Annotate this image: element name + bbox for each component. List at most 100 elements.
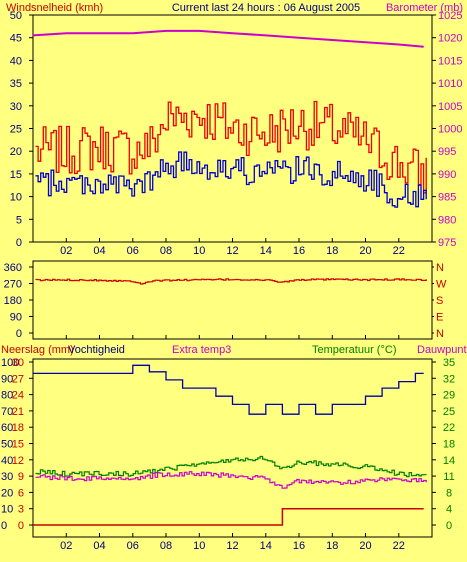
temp-y-tick-label: 4 (446, 504, 452, 516)
barometer-axis-label: Barometer (mb) (386, 2, 463, 14)
chart-title: Current last 24 hours : 06 August 2005 (172, 2, 360, 14)
baro-y-tick-label: 990 (438, 169, 456, 181)
temp-y-tick-label: 0 (446, 520, 452, 532)
humidity-y-tick-label: 100 (1, 357, 19, 369)
rain-y-tick-label: 3 (18, 504, 24, 516)
hum-x-tick-label: 12 (226, 540, 238, 552)
humidity-y-tick-label: 10 (1, 504, 13, 516)
dir-y-tick-label: 270 (4, 279, 22, 291)
wind-y-tick-label: 45 (10, 33, 22, 45)
wind-y-tick-label: 5 (16, 214, 22, 226)
wind-x-tick-label: 04 (93, 245, 105, 257)
temp-y-tick-label: 29 (443, 390, 455, 402)
wind-y-tick-label: 40 (10, 55, 22, 67)
temp-y-tick-label: 18 (443, 439, 455, 451)
wind-y-tick-label: 20 (10, 146, 22, 158)
humidity-y-tick-label: 80 (1, 390, 13, 402)
temp-y-tick-label: 25 (443, 406, 455, 418)
temp-y-tick-label: 32 (443, 373, 455, 385)
humidity-y-tick-label: 60 (1, 422, 13, 434)
extra-temp-label: Extra temp3 (172, 344, 231, 356)
wind-x-tick-label: 16 (293, 245, 305, 257)
rain-line (33, 507, 424, 526)
baro-y-tick-label: 1025 (438, 10, 462, 22)
baro-y-tick-label: 980 (438, 214, 456, 226)
wind-x-tick-label: 06 (127, 245, 139, 257)
hum-x-tick-label: 04 (93, 540, 105, 552)
baro-y-tick-label: 985 (438, 192, 456, 204)
wind-x-tick-label: 20 (359, 245, 371, 257)
wind-y-tick-label: 10 (10, 192, 22, 204)
wind-y-tick-label: 0 (16, 237, 22, 249)
rain-y-tick-label: 6 (18, 487, 24, 499)
baro-y-tick-label: 1000 (438, 124, 462, 136)
rain-y-tick-label: 27 (12, 373, 24, 385)
rain-y-tick-label: 30 (12, 357, 24, 369)
wind-y-tick-label: 30 (10, 101, 22, 113)
temperature-axis-label: Temperatuur (°C) (312, 344, 396, 356)
dir-compass-tick-label: N (436, 328, 444, 340)
humidity-y-tick-label: 0 (1, 520, 7, 532)
rain-y-tick-label: 0 (18, 520, 24, 532)
dir-y-tick-label: 180 (4, 295, 22, 307)
wind-axis-label: Windsnelheid (kmh) (6, 2, 103, 14)
rain-y-tick-label: 12 (12, 455, 24, 467)
dir-y-tick-label: 90 (10, 312, 22, 324)
wind-y-tick-label: 25 (10, 124, 22, 136)
barometer-line (32, 29, 424, 48)
rain-y-tick-label: 18 (12, 422, 24, 434)
baro-y-tick-label: 1020 (438, 33, 462, 45)
humidity-line (33, 364, 424, 415)
rain-y-tick-label: 24 (12, 390, 24, 402)
humidity-y-tick-label: 40 (1, 455, 13, 467)
rain-y-tick-label: 9 (18, 471, 24, 483)
temp-y-tick-label: 8 (446, 487, 452, 499)
wind-x-tick-label: 08 (160, 245, 172, 257)
dir-y-tick-label: 360 (4, 262, 22, 274)
dewpoint-line (35, 471, 427, 489)
wind-direction-line (35, 278, 427, 285)
hum-x-tick-label: 06 (127, 540, 139, 552)
hum-x-tick-label: 10 (193, 540, 205, 552)
baro-y-tick-label: 1015 (438, 55, 462, 67)
humidity-axis-label: Vochtigheid (68, 344, 125, 356)
baro-y-tick-label: 995 (438, 146, 456, 158)
dir-compass-tick-label: E (436, 312, 443, 324)
wind-x-tick-label: 10 (193, 245, 205, 257)
rain-y-tick-label: 15 (12, 439, 24, 451)
hum-x-tick-label: 20 (359, 540, 371, 552)
wind-x-tick-label: 18 (326, 245, 338, 257)
dir-compass-tick-label: S (436, 295, 443, 307)
wind-x-tick-label: 14 (260, 245, 272, 257)
baro-y-tick-label: 975 (438, 237, 456, 249)
dir-compass-tick-label: N (436, 262, 444, 274)
baro-y-tick-label: 1010 (438, 78, 462, 90)
hum-x-tick-label: 22 (393, 540, 405, 552)
wind-x-tick-label: 12 (226, 245, 238, 257)
wind-y-tick-label: 50 (10, 10, 22, 22)
temperature-line (35, 455, 427, 478)
rain-axis-label: Neerslag (mm) (1, 344, 74, 356)
temp-y-tick-label: 11 (443, 471, 454, 483)
wind-x-tick-label: 02 (60, 245, 72, 257)
hum-x-tick-label: 08 (160, 540, 172, 552)
wind-x-tick-label: 22 (393, 245, 405, 257)
temp-y-tick-label: 35 (443, 357, 455, 369)
humidity-y-tick-label: 70 (1, 406, 13, 418)
rain-y-tick-label: 21 (12, 406, 24, 418)
wind-average-line (35, 151, 427, 208)
wind-y-tick-label: 35 (10, 78, 22, 90)
dir-y-tick-label: 0 (16, 328, 22, 340)
humidity-y-tick-label: 90 (1, 373, 13, 385)
hum-x-tick-label: 02 (60, 540, 72, 552)
temp-y-tick-label: 22 (443, 422, 455, 434)
dewpoint-axis-label: Dauwpunt (417, 344, 467, 356)
temp-y-tick-label: 14 (443, 455, 455, 467)
hum-x-tick-label: 14 (260, 540, 272, 552)
baro-y-tick-label: 1005 (438, 101, 462, 113)
humidity-y-tick-label: 50 (1, 439, 13, 451)
humidity-y-tick-label: 30 (1, 471, 13, 483)
humidity-y-tick-label: 20 (1, 487, 13, 499)
wind-gust-line (35, 100, 427, 194)
